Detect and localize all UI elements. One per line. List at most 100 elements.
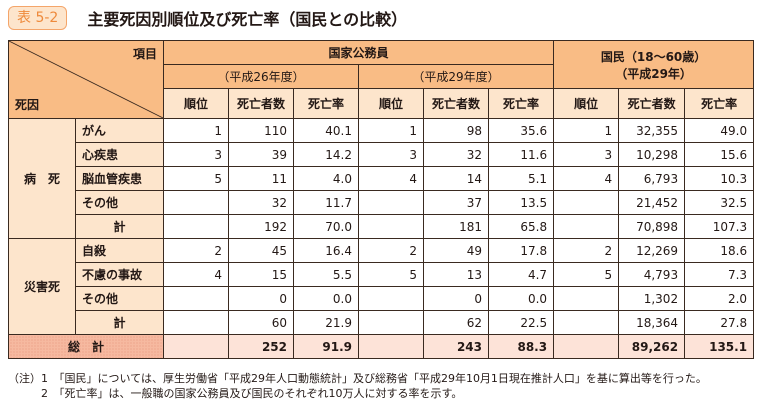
- total-cell: 88.3: [487, 334, 555, 359]
- table-cell: 45: [228, 238, 294, 263]
- table-row: 不慮の事故 4 15 5.5 5 13 4.7 5 4,793 7.3: [9, 262, 755, 287]
- table-cell: 2.0: [684, 286, 755, 311]
- table-cell: [358, 310, 424, 335]
- table-row: 病 死がん 1 110 40.1 1 98 35.6 1 32,355 49.0: [8, 118, 755, 239]
- corner-cause-label: 死因: [15, 98, 40, 112]
- col-deaths: 死亡者数: [618, 88, 686, 119]
- table-cell: [358, 286, 424, 311]
- note-1: （注）1 「国民」については、厚生労働省「平成29年人口動態統計」及び総務省「平…: [8, 372, 707, 385]
- table-cell: [553, 310, 620, 335]
- category-disease: 病 死: [8, 118, 76, 239]
- total-cell: 135.1: [684, 334, 755, 359]
- table-cell: [358, 190, 424, 215]
- table-cell: 39: [228, 142, 294, 167]
- table-row: 心疾患 3 39 14.2 3 32 11.6 3 10,298 15.6: [9, 142, 755, 167]
- table-cell: 32: [228, 190, 294, 215]
- table-cell: 15.6: [684, 142, 755, 167]
- table-cell: 0: [228, 286, 294, 311]
- row-label: 自殺: [75, 238, 164, 263]
- table-cell: [553, 214, 620, 239]
- col-rate: 死亡率: [293, 88, 359, 119]
- table-cell: 10,298: [618, 142, 686, 167]
- table-cell: 5.1: [487, 166, 555, 191]
- table-cell: 5: [358, 262, 424, 287]
- table-cell: 5: [163, 166, 229, 191]
- col-deaths: 死亡者数: [228, 88, 294, 119]
- mortality-table: 項目 死因 国家公務員 国民（18〜60歳） （平成29年） （平成26年度） …: [8, 40, 755, 359]
- table-cell: 4.7: [487, 262, 555, 287]
- table-cell: 14.2: [293, 142, 359, 167]
- table-cell: 17.8: [487, 238, 555, 263]
- table-cell: 32.5: [684, 190, 755, 215]
- table-cell: 1: [553, 118, 620, 143]
- table-cell: 1: [163, 118, 229, 143]
- table-cell: 6,793: [618, 166, 686, 191]
- total-cell: 252: [228, 334, 294, 359]
- table-cell: 62: [423, 310, 489, 335]
- table-cell: 14: [423, 166, 489, 191]
- period-h26: （平成26年度）: [163, 64, 359, 89]
- total-cell: [358, 334, 424, 359]
- total-cell: 243: [423, 334, 489, 359]
- category-disaster: 災害死: [8, 238, 76, 335]
- table-row: 脳血管疾患 5 11 4.0 4 14 5.1 4 6,793 10.3: [9, 166, 755, 191]
- row-label: 計: [75, 310, 164, 335]
- table-cell: 21,452: [618, 190, 686, 215]
- col-rate: 死亡率: [487, 88, 555, 119]
- col-rank: 順位: [358, 88, 424, 119]
- row-label: 脳血管疾患: [75, 166, 164, 191]
- table-row: その他 0 0.0 0 0.0 1,302 2.0: [9, 286, 755, 311]
- table-cell: 16.4: [293, 238, 359, 263]
- table-cell: 1: [358, 118, 424, 143]
- row-label: 心疾患: [75, 142, 164, 167]
- table-cell: 13.5: [487, 190, 555, 215]
- row-label: その他: [75, 286, 164, 311]
- table-cell: 0: [423, 286, 489, 311]
- col-rank: 順位: [163, 88, 229, 119]
- table-cell: 11: [228, 166, 294, 191]
- table-row: その他 32 11.7 37 13.5 21,452 32.5: [9, 190, 755, 215]
- total-cell: 89,262: [618, 334, 686, 359]
- total-cell: 91.9: [293, 334, 359, 359]
- table-row: 計 192 70.0 181 65.8 70,898 107.3: [9, 214, 755, 239]
- table-cell: 98: [423, 118, 489, 143]
- col-rank: 順位: [553, 88, 620, 119]
- table-cell: 0.0: [487, 286, 555, 311]
- table-cell: 2: [553, 238, 620, 263]
- table-cell: 70.0: [293, 214, 359, 239]
- table-cell: [163, 214, 229, 239]
- table-cell: 110: [228, 118, 294, 143]
- footnotes: （注）1 「国民」については、厚生労働省「平成29年人口動態統計」及び総務省「平…: [8, 371, 707, 401]
- table-cell: 65.8: [487, 214, 555, 239]
- corner-header: 項目 死因: [8, 40, 164, 119]
- page-title: 主要死因別順位及び死亡率（国民との比較）: [87, 10, 408, 29]
- table-cell: 4: [553, 166, 620, 191]
- table-cell: [163, 286, 229, 311]
- table-cell: 4: [358, 166, 424, 191]
- table-cell: 4: [163, 262, 229, 287]
- table-cell: 37: [423, 190, 489, 215]
- grand-total-label: 総 計: [8, 334, 164, 359]
- group-public-servants: 国家公務員: [162, 40, 555, 65]
- table-cell: 18,364: [618, 310, 686, 335]
- table-cell: [163, 190, 229, 215]
- table-cell: 2: [358, 238, 424, 263]
- table-cell: 4.0: [293, 166, 359, 191]
- col-deaths: 死亡者数: [423, 88, 489, 119]
- table-number-badge: 表 5-2: [8, 6, 68, 30]
- col-rate: 死亡率: [684, 88, 755, 119]
- total-cell: [163, 334, 229, 359]
- total-cell: [553, 334, 620, 359]
- table-cell: 1,302: [618, 286, 686, 311]
- table-cell: 7.3: [684, 262, 755, 287]
- table-cell: 4,793: [618, 262, 686, 287]
- table-cell: 3: [163, 142, 229, 167]
- table-cell: [553, 286, 620, 311]
- table-cell: 2: [163, 238, 229, 263]
- table-cell: 21.9: [293, 310, 359, 335]
- table-cell: [358, 214, 424, 239]
- row-label: 計: [75, 214, 164, 239]
- table-cell: 5: [553, 262, 620, 287]
- table-cell: [553, 190, 620, 215]
- table-cell: 22.5: [487, 310, 555, 335]
